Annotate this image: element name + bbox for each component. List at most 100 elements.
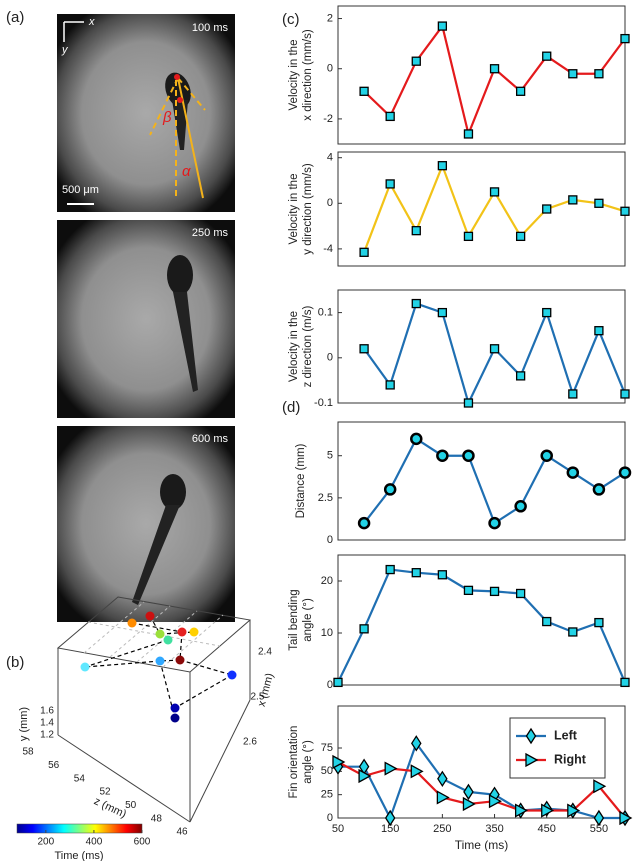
series-line [363, 162, 626, 253]
y-tick-label: 75 [321, 742, 333, 754]
marker [488, 516, 501, 530]
marker [620, 33, 630, 44]
zticks-tick-label: 56 [48, 760, 60, 771]
marker [463, 398, 474, 408]
marker [568, 627, 578, 637]
yticks-tick-label: 1.6 [40, 706, 54, 717]
plot-frame [337, 5, 626, 145]
series-line [363, 23, 626, 138]
y-axis-label: Distance (mm) [295, 443, 307, 518]
zticks-tick-label: 54 [74, 773, 86, 784]
y-tick-label: 10 [321, 627, 333, 639]
marker [514, 500, 527, 513]
3d-axis-label: z (mm) [92, 795, 128, 820]
marker [542, 204, 552, 214]
image-time: 100 ms [192, 22, 229, 34]
marker [593, 779, 607, 794]
marker [463, 231, 474, 242]
marker [385, 179, 395, 189]
x-tick-label: 550 [590, 823, 608, 835]
marker [489, 344, 500, 354]
marker [620, 206, 630, 216]
marker [333, 677, 343, 688]
marker [410, 764, 424, 779]
colorbar-label: Time (ms) [54, 850, 103, 861]
3d-box [56, 596, 252, 823]
y-tick-label: 0 [327, 197, 333, 209]
scale-bar-label: 500 μm [62, 184, 99, 196]
marker [411, 735, 422, 752]
legend-marker [525, 727, 537, 745]
y-tick-label: 0 [327, 352, 333, 364]
series-line [363, 437, 626, 525]
zticks-tick-label: 50 [125, 800, 137, 811]
marker [515, 231, 526, 242]
y-tick-label: 4 [327, 152, 333, 164]
marker [359, 624, 369, 634]
marker [437, 307, 448, 318]
marker [411, 56, 421, 66]
marker [567, 803, 581, 818]
marker [542, 51, 552, 61]
marker [594, 69, 604, 79]
zticks-tick-label: 48 [151, 813, 163, 824]
marker [384, 761, 398, 776]
3d-axis-label: y (mm) [18, 707, 30, 741]
marker [619, 810, 633, 826]
marker [383, 483, 397, 496]
image-time: 600 ms [192, 433, 229, 445]
y-tick-label: 0 [327, 812, 333, 824]
marker [592, 483, 606, 496]
y-tick-label: 20 [321, 575, 333, 587]
marker [437, 770, 448, 788]
image-250ms [57, 220, 235, 418]
x-axis-label: Time (ms) [455, 838, 509, 852]
marker [620, 677, 630, 688]
y-axis-label: Velocity in the [288, 174, 300, 245]
angle-label: β [162, 109, 172, 126]
marker [462, 449, 475, 462]
marker [488, 794, 502, 809]
colorbar-tick-label: 400 [86, 837, 103, 848]
image-100ms [57, 14, 235, 212]
marker [541, 803, 555, 818]
panel-label: (b) [6, 654, 24, 671]
x-tick-label: 150 [381, 823, 399, 835]
colorbar-tick-label: 200 [38, 837, 55, 848]
axis-label: x [88, 16, 95, 28]
marker [359, 344, 369, 354]
marker [540, 449, 553, 462]
marker [332, 754, 346, 770]
marker [618, 466, 632, 479]
marker [385, 564, 395, 575]
y-axis-label: Fin orientation [288, 726, 300, 799]
marker [542, 616, 552, 627]
marker [436, 449, 449, 462]
xticks-tick-label: 2.6 [243, 737, 257, 748]
marker [568, 195, 578, 205]
marker [437, 161, 448, 171]
plot-frame [337, 289, 626, 404]
marker [410, 432, 423, 446]
marker [359, 86, 369, 96]
x-tick-label: 250 [433, 823, 451, 835]
marker [594, 198, 604, 208]
marker [515, 371, 526, 381]
y-axis-label: Velocity in the [288, 40, 300, 111]
yticks-tick-label: 1.2 [40, 730, 54, 741]
marker [411, 568, 421, 578]
marker [515, 588, 526, 599]
marker [462, 796, 476, 812]
legend-label: Right [554, 752, 587, 766]
y-tick-label: 0 [327, 63, 333, 75]
y-axis-label: x direction (mm/s) [302, 29, 314, 121]
marker [411, 298, 421, 309]
zticks-tick-label: 52 [99, 787, 111, 798]
marker [489, 586, 500, 597]
y-axis-label: z direction (m/s) [302, 305, 314, 387]
yticks-tick-label: 1.4 [40, 718, 54, 729]
xticks-tick-label: 2.5 [251, 692, 265, 703]
marker [411, 226, 421, 236]
marker [514, 803, 528, 818]
